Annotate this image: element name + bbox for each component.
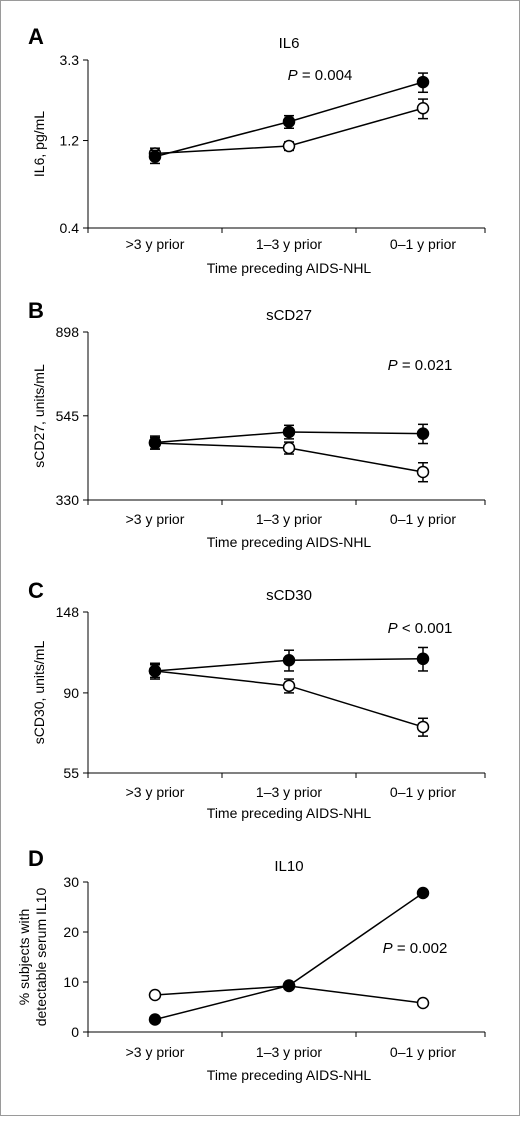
data-point-filled — [416, 427, 430, 440]
data-point-filled — [282, 654, 296, 667]
y-tick-label: 0.4 — [60, 220, 80, 236]
y-tick-label: 20 — [63, 924, 79, 940]
x-tick-label: 0–1 y prior — [390, 236, 456, 252]
x-tick-label: >3 y prior — [126, 1044, 185, 1060]
y-tick-label: 90 — [63, 685, 79, 701]
panel-title: IL6 — [279, 35, 300, 52]
data-point-open — [148, 988, 162, 1002]
y-tick-label: 30 — [63, 874, 79, 890]
x-axis-label: Time preceding AIDS-NHL — [207, 805, 372, 821]
data-point-filled — [282, 425, 296, 439]
data-point-open — [416, 465, 430, 479]
y-tick-label: 0 — [71, 1024, 79, 1040]
p-value-symbol: P — [388, 620, 398, 637]
data-point-open — [282, 441, 296, 455]
data-point-filled — [416, 652, 430, 666]
p-value-annotation: P < 0.001 — [388, 620, 453, 637]
y-tick-label: 330 — [56, 492, 80, 508]
data-point-filled — [416, 886, 430, 900]
p-value-annotation: P = 0.021 — [388, 357, 453, 374]
x-tick-label: >3 y prior — [126, 511, 185, 527]
p-value-symbol: P — [388, 357, 398, 374]
x-axis-label: Time preceding AIDS-NHL — [207, 534, 372, 550]
panel-title: sCD30 — [266, 587, 312, 604]
y-tick-label: 898 — [56, 324, 80, 340]
data-point-open — [416, 720, 430, 734]
y-tick-label: 55 — [63, 765, 79, 781]
y-tick-label: 3.3 — [60, 52, 80, 68]
data-point-filled — [148, 664, 162, 678]
panel-letter: D — [28, 846, 44, 871]
data-point-filled — [416, 75, 430, 89]
p-value-text: = 0.002 — [393, 940, 448, 957]
panel-letter: C — [28, 578, 44, 603]
x-tick-label: 0–1 y prior — [390, 1044, 456, 1060]
p-value-text: = 0.021 — [398, 357, 453, 374]
y-tick-label: 10 — [63, 974, 79, 990]
y-axis-label-line-1: % subjects with — [16, 909, 32, 1005]
p-value-symbol: P — [288, 67, 298, 84]
x-tick-label: 1–3 y prior — [256, 511, 322, 527]
y-tick-label: 148 — [56, 604, 80, 620]
series-filled — [148, 646, 430, 680]
panel-a: A IL6 0.4 1.2 3.3 >3 y prior 1–3 y prior 0–1 y … — [28, 24, 486, 276]
x-axis-label: Time preceding AIDS-NHL — [207, 260, 372, 276]
y-axis-label: IL6, pg/mL — [31, 111, 47, 177]
y-axis-label-line-2: detectable serum IL10 — [33, 888, 49, 1027]
panel-letter: A — [28, 24, 44, 49]
panel-d: D IL10 0 10 20 30 >3 y prior 1–3 y prior 0–1 y p… — [16, 846, 486, 1083]
y-axis-label: sCD30, units/mL — [31, 641, 47, 745]
y-axis-label: % subjects withdetectable serum IL10 — [16, 888, 49, 1027]
p-value-text: < 0.001 — [398, 620, 453, 637]
x-tick-label: >3 y prior — [126, 236, 185, 252]
p-value-symbol: P — [383, 940, 393, 957]
p-value-annotation: P = 0.004 — [288, 67, 353, 84]
data-point-filled — [148, 436, 162, 449]
y-tick-label: 545 — [56, 408, 80, 424]
x-tick-label: 0–1 y prior — [390, 511, 456, 527]
x-tick-label: >3 y prior — [126, 784, 185, 800]
series-filled — [148, 886, 430, 1026]
y-axis-label: sCD27, units/mL — [31, 364, 47, 468]
data-point-filled — [148, 150, 162, 163]
data-point-open — [416, 996, 430, 1010]
data-point-open — [282, 679, 296, 693]
p-value-annotation: P = 0.002 — [383, 940, 448, 957]
data-point-filled — [282, 115, 296, 128]
p-value-text: = 0.004 — [298, 67, 353, 84]
data-point-filled — [282, 979, 296, 992]
x-tick-label: 1–3 y prior — [256, 1044, 322, 1060]
panel-title: IL10 — [274, 858, 303, 875]
y-tick-label: 1.2 — [60, 133, 80, 149]
data-point-open — [282, 139, 296, 153]
x-tick-label: 0–1 y prior — [390, 784, 456, 800]
series-filled — [148, 423, 430, 450]
panel-title: sCD27 — [266, 307, 312, 324]
panel-letter: B — [28, 298, 44, 323]
data-point-open — [416, 102, 430, 115]
x-tick-label: 1–3 y prior — [256, 236, 322, 252]
series-filled — [148, 72, 430, 165]
data-point-filled — [148, 1013, 162, 1026]
x-axis-label: Time preceding AIDS-NHL — [207, 1067, 372, 1083]
x-tick-label: 1–3 y prior — [256, 784, 322, 800]
